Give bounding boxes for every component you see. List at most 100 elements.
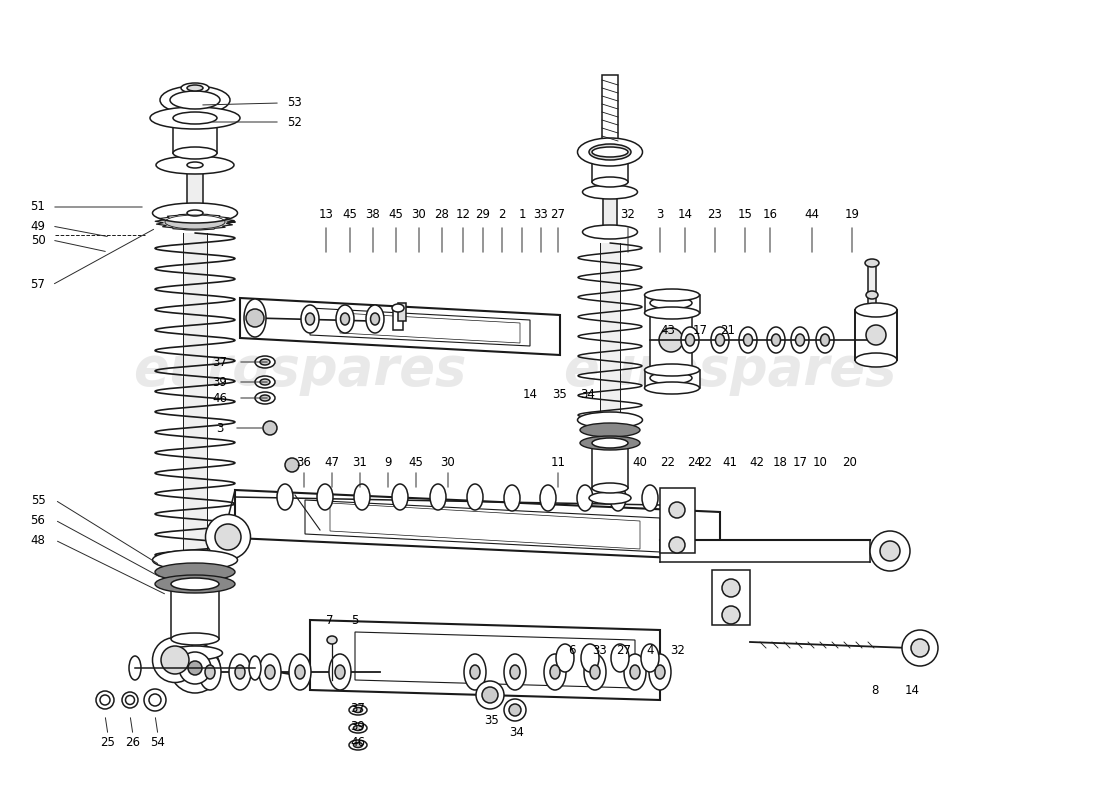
Text: 1: 1: [518, 209, 526, 222]
Ellipse shape: [289, 654, 311, 690]
Ellipse shape: [170, 643, 220, 693]
Bar: [645, 295, 700, 313]
Bar: [855, 310, 896, 360]
Text: 15: 15: [738, 209, 752, 222]
Ellipse shape: [866, 291, 878, 299]
Text: 17: 17: [792, 455, 807, 469]
Ellipse shape: [580, 436, 640, 450]
Ellipse shape: [711, 327, 729, 353]
Text: 5: 5: [351, 614, 359, 626]
Ellipse shape: [144, 689, 166, 711]
Ellipse shape: [255, 376, 275, 388]
Text: 54: 54: [151, 735, 165, 749]
Ellipse shape: [317, 484, 333, 510]
Ellipse shape: [265, 665, 275, 679]
Ellipse shape: [295, 665, 305, 679]
Polygon shape: [155, 214, 235, 230]
Ellipse shape: [645, 364, 700, 376]
Ellipse shape: [592, 147, 628, 157]
Ellipse shape: [550, 665, 560, 679]
Text: 2: 2: [498, 209, 506, 222]
Text: 23: 23: [707, 209, 723, 222]
Ellipse shape: [170, 578, 219, 590]
Circle shape: [669, 502, 685, 518]
Ellipse shape: [470, 665, 480, 679]
Text: 46: 46: [351, 737, 365, 750]
Ellipse shape: [645, 382, 700, 394]
Ellipse shape: [641, 644, 659, 672]
Text: 22: 22: [697, 455, 713, 469]
Text: 35: 35: [485, 714, 499, 726]
Ellipse shape: [206, 514, 251, 559]
Ellipse shape: [306, 313, 315, 325]
Polygon shape: [660, 540, 870, 562]
Bar: [173, 118, 217, 153]
Text: eurospares: eurospares: [563, 344, 896, 396]
Text: 49: 49: [31, 219, 45, 233]
Ellipse shape: [464, 654, 486, 690]
Text: 20: 20: [843, 455, 857, 469]
Ellipse shape: [249, 656, 261, 680]
Ellipse shape: [821, 334, 829, 346]
Ellipse shape: [129, 656, 141, 680]
Text: 3: 3: [657, 209, 663, 222]
Ellipse shape: [592, 177, 628, 187]
Text: 27: 27: [616, 643, 631, 657]
Circle shape: [870, 531, 910, 571]
Ellipse shape: [173, 147, 217, 159]
Ellipse shape: [642, 485, 658, 511]
Ellipse shape: [327, 636, 337, 644]
Ellipse shape: [156, 156, 234, 174]
Ellipse shape: [277, 484, 293, 510]
Ellipse shape: [153, 550, 238, 570]
Text: 45: 45: [388, 209, 404, 222]
Ellipse shape: [336, 665, 345, 679]
Ellipse shape: [329, 654, 351, 690]
Polygon shape: [240, 298, 560, 355]
Ellipse shape: [150, 107, 240, 129]
Text: 28: 28: [434, 209, 450, 222]
Text: 24: 24: [688, 455, 703, 469]
Ellipse shape: [650, 372, 692, 384]
Ellipse shape: [584, 654, 606, 690]
Ellipse shape: [255, 392, 275, 404]
Circle shape: [263, 421, 277, 435]
Ellipse shape: [179, 652, 211, 684]
Circle shape: [246, 309, 264, 327]
Text: 25: 25: [100, 735, 116, 749]
Text: 32: 32: [620, 209, 636, 222]
Text: 6: 6: [569, 643, 575, 657]
Ellipse shape: [855, 353, 896, 367]
Ellipse shape: [199, 654, 221, 690]
Bar: [603, 192, 617, 232]
Text: 55: 55: [31, 494, 45, 506]
Circle shape: [96, 691, 114, 709]
Circle shape: [911, 639, 930, 657]
Ellipse shape: [301, 305, 319, 333]
Ellipse shape: [353, 707, 363, 713]
Circle shape: [659, 328, 683, 352]
Ellipse shape: [392, 484, 408, 510]
Ellipse shape: [353, 726, 363, 730]
Ellipse shape: [170, 633, 219, 645]
Ellipse shape: [865, 259, 879, 267]
Ellipse shape: [170, 91, 220, 109]
Ellipse shape: [583, 225, 638, 239]
Ellipse shape: [187, 85, 204, 91]
Bar: [602, 75, 618, 140]
Text: 3: 3: [217, 422, 223, 434]
Ellipse shape: [214, 524, 241, 550]
Ellipse shape: [336, 305, 354, 333]
Ellipse shape: [592, 483, 628, 493]
Text: 52: 52: [287, 115, 303, 129]
Circle shape: [880, 541, 900, 561]
Text: 14: 14: [904, 683, 920, 697]
Ellipse shape: [125, 695, 134, 705]
Ellipse shape: [187, 210, 204, 216]
Ellipse shape: [155, 563, 235, 581]
Ellipse shape: [354, 484, 370, 510]
Ellipse shape: [155, 575, 235, 593]
Bar: [592, 152, 628, 182]
Ellipse shape: [366, 305, 384, 333]
Bar: [660, 488, 695, 553]
